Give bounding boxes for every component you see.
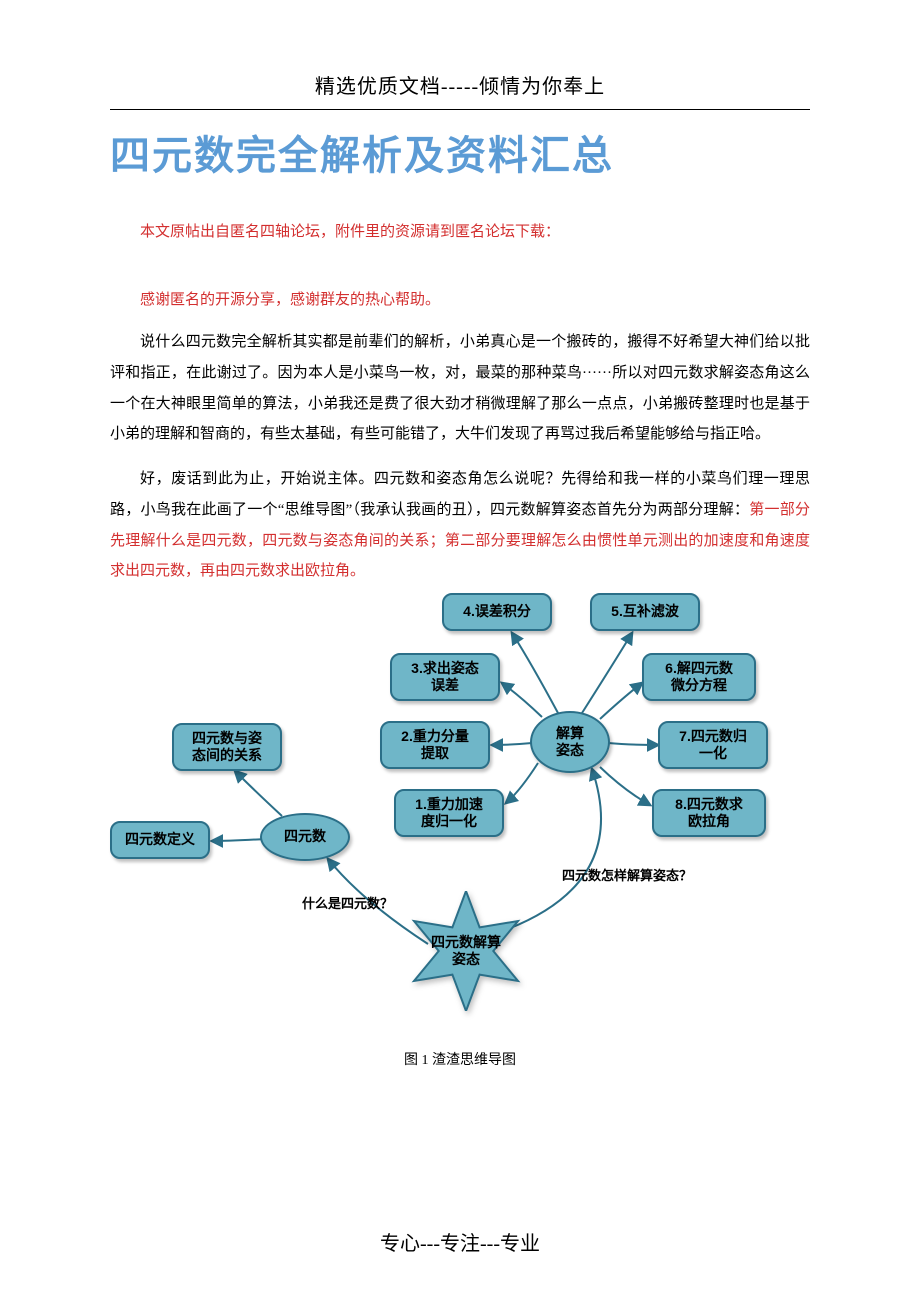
page-header: 精选优质文档-----倾情为你奉上 bbox=[110, 70, 810, 99]
node-def: 四元数定义 bbox=[110, 821, 210, 859]
node-star: 四元数解算姿态 bbox=[406, 891, 526, 1011]
node-n5: 5.互补滤波 bbox=[590, 593, 700, 631]
edge bbox=[212, 839, 265, 841]
thanks-note: 感谢匿名的开源分享，感谢群友的热心帮助。 bbox=[110, 288, 810, 314]
node-n1: 1.重力加速度归一化 bbox=[394, 789, 504, 837]
doc-title: 四元数完全解析及资料汇总 bbox=[110, 132, 810, 180]
paragraph-1: 说什么四元数完全解析其实都是前辈们的解析，小弟真心是一个搬砖的，搬得不好希望大神… bbox=[110, 327, 810, 450]
node-n3: 3.求出姿态误差 bbox=[390, 653, 500, 701]
node-q: 四元数 bbox=[260, 813, 350, 861]
edge bbox=[502, 683, 542, 717]
edge bbox=[608, 743, 658, 745]
node-n4: 4.误差积分 bbox=[442, 593, 552, 631]
node-n7: 7.四元数归一化 bbox=[658, 721, 768, 769]
edge bbox=[492, 743, 532, 745]
node-hub: 解算姿态 bbox=[530, 711, 610, 773]
mindmap-diagram: 4.误差积分 5.互补滤波 3.求出姿态误差 6.解四元数微分方程 2.重力分量提取解算… bbox=[110, 591, 810, 1041]
paragraph-2: 好，废话到此为止，开始说主体。四元数和姿态角怎么说呢？先得给和我一样的小菜鸟们理… bbox=[110, 464, 810, 587]
edge bbox=[506, 763, 538, 803]
figure-caption: 图 1 渣渣思维导图 bbox=[110, 1049, 810, 1069]
edge bbox=[582, 633, 632, 713]
page-footer: 专心---专注---专业 bbox=[0, 1227, 920, 1256]
header-rule bbox=[110, 109, 810, 110]
edge bbox=[512, 633, 558, 713]
edge-label: 四元数怎样解算姿态？ bbox=[562, 865, 692, 884]
source-note: 本文原帖出自匿名四轴论坛，附件里的资源请到匿名论坛下载： bbox=[110, 220, 810, 246]
paragraph-2-pre: 好，废话到此为止，开始说主体。四元数和姿态角怎么说呢？先得给和我一样的小菜鸟们理… bbox=[110, 471, 810, 518]
node-n2: 2.重力分量提取 bbox=[380, 721, 490, 769]
node-n8: 8.四元数求欧拉角 bbox=[652, 789, 766, 837]
edge-label: 什么是四元数？ bbox=[302, 893, 393, 912]
node-n6: 6.解四元数微分方程 bbox=[642, 653, 756, 701]
edge bbox=[600, 683, 642, 719]
edge bbox=[600, 767, 650, 805]
edge bbox=[235, 771, 282, 816]
node-rel: 四元数与姿态间的关系 bbox=[172, 723, 282, 771]
